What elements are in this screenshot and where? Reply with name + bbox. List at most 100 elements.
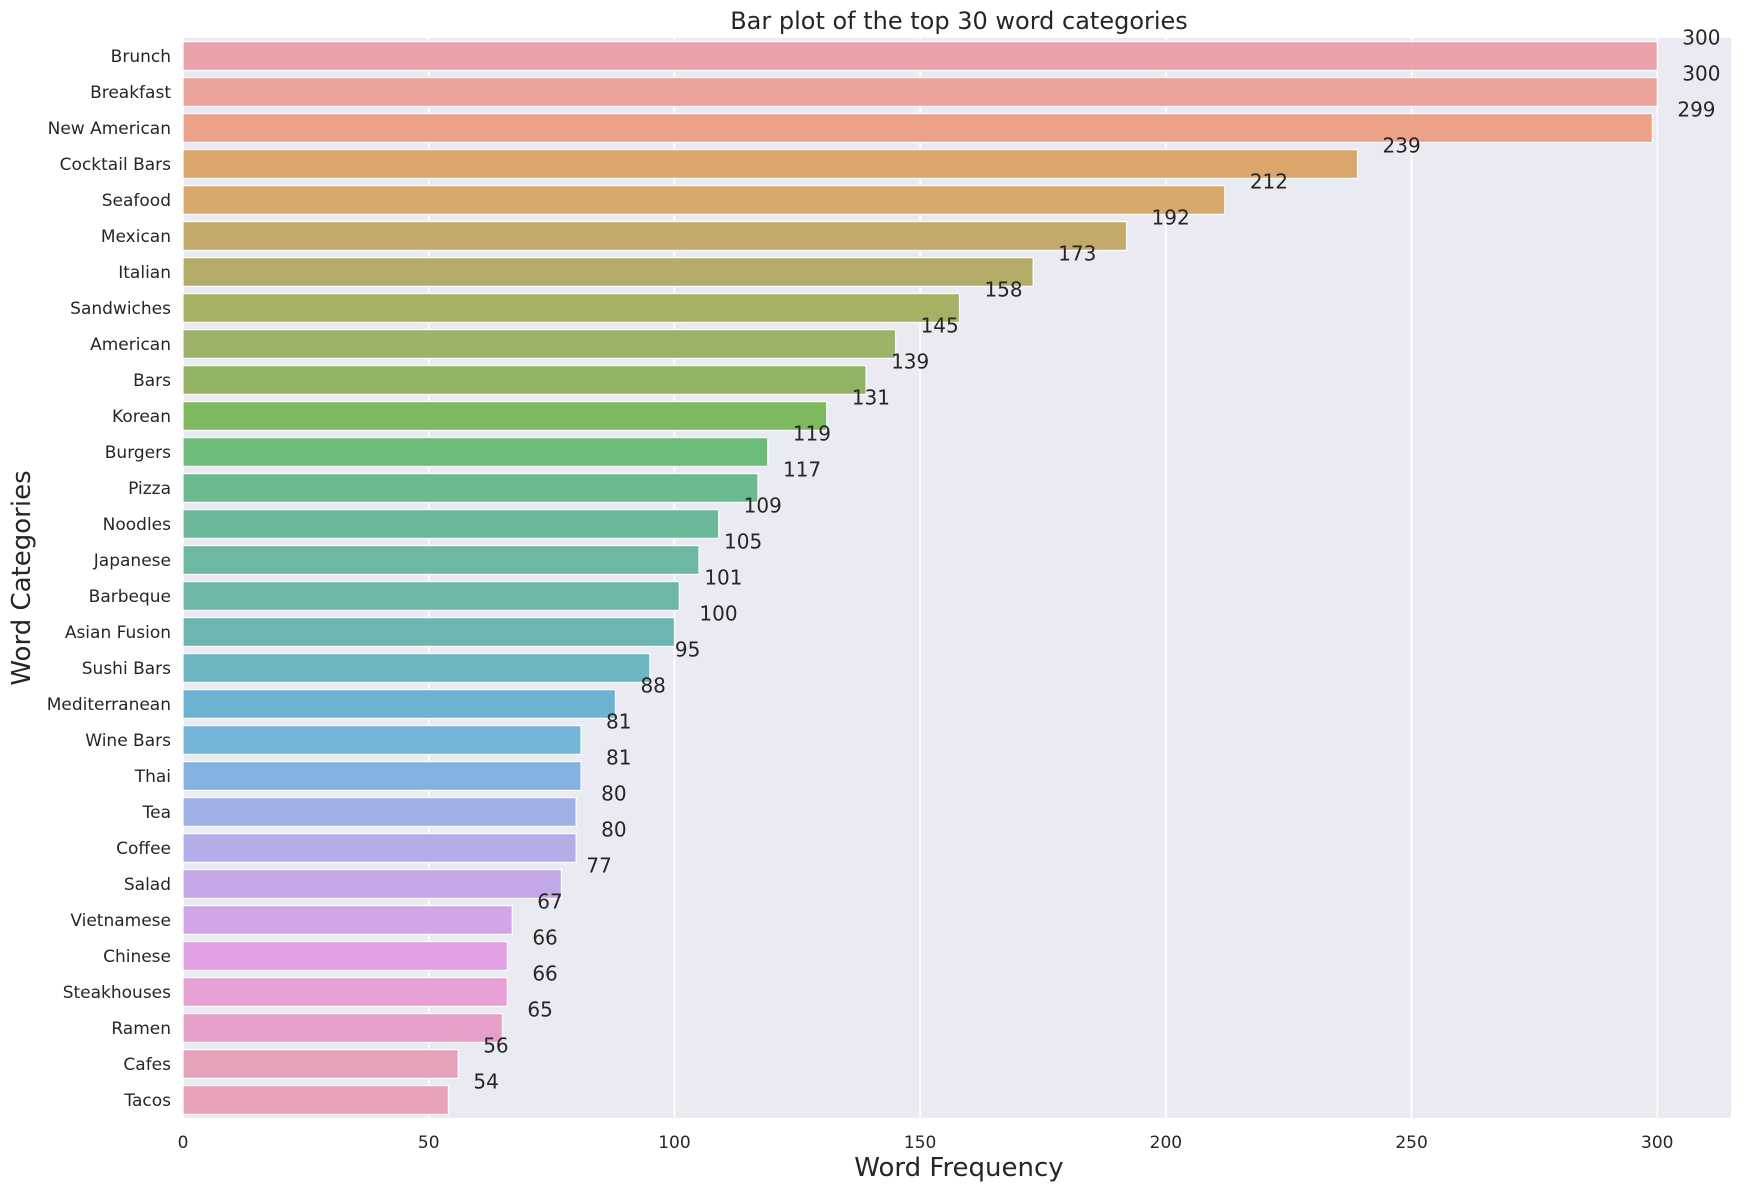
- y-tick-label: Cocktail Bars: [60, 155, 171, 175]
- bar: [182, 652, 651, 683]
- bar: [182, 1048, 459, 1079]
- bar-value-label: 239: [1383, 134, 1421, 158]
- y-tick-label: Seafood: [102, 191, 171, 211]
- y-tick-label: Wine Bars: [85, 731, 171, 751]
- y-tick-label: Vietnamese: [70, 911, 171, 931]
- bar: [182, 257, 1034, 288]
- x-tick-labels: 0 50 100 150 200 250 300: [178, 1133, 1674, 1153]
- chart-title: Bar plot of the top 30 word categories: [730, 7, 1188, 35]
- bar-value-label: 67: [537, 890, 562, 914]
- x-tick-label: 0: [178, 1133, 189, 1153]
- bar: [182, 1084, 449, 1115]
- bar-value-label: 300: [1682, 62, 1720, 86]
- y-tick-label: Pizza: [128, 479, 171, 499]
- bar: [182, 976, 508, 1007]
- y-axis-title: Word Categories: [7, 470, 37, 685]
- bar-value-label: 56: [483, 1034, 508, 1058]
- bar-value-label: 88: [640, 674, 665, 698]
- bar-value-label: 66: [532, 926, 557, 950]
- y-tick-label: Breakfast: [90, 83, 171, 103]
- bar-value-label: 100: [699, 602, 737, 626]
- bar-value-label: 109: [744, 494, 782, 518]
- bar-value-label: 65: [527, 998, 552, 1022]
- bar: [182, 904, 513, 935]
- bars: [182, 40, 1658, 1115]
- bar: [182, 221, 1128, 252]
- bar: [182, 580, 680, 611]
- y-tick-label: Japanese: [93, 551, 171, 571]
- y-tick-label: Burgers: [105, 443, 171, 463]
- bar: [182, 401, 828, 432]
- bar: [182, 76, 1658, 107]
- bar-value-label: 80: [601, 782, 626, 806]
- bar-value-label: 66: [532, 962, 557, 986]
- x-tick-label: 300: [1641, 1133, 1673, 1153]
- bar: [182, 760, 582, 791]
- plot-background: [183, 38, 1731, 1118]
- y-tick-label: Italian: [118, 263, 171, 283]
- y-tick-label: Tacos: [123, 1091, 171, 1111]
- bar-value-label: 131: [852, 386, 890, 410]
- bar-value-label: 145: [921, 314, 959, 338]
- y-tick-label: Mexican: [101, 227, 171, 247]
- bar: [182, 40, 1658, 71]
- y-tick-label: Asian Fusion: [65, 623, 171, 643]
- bar: [182, 1012, 504, 1043]
- x-tick-label: 150: [904, 1133, 936, 1153]
- bar-value-label: 173: [1058, 242, 1096, 266]
- bar: [182, 724, 582, 755]
- y-tick-label: Korean: [112, 407, 171, 427]
- bar: [182, 796, 577, 827]
- bar: [182, 868, 562, 899]
- bar-value-label: 117: [783, 458, 821, 482]
- bar-value-label: 300: [1682, 26, 1720, 50]
- y-tick-label: Coffee: [116, 839, 171, 859]
- bar: [182, 509, 720, 540]
- x-tick-label: 100: [658, 1133, 690, 1153]
- y-tick-label: New American: [48, 119, 171, 139]
- bar-value-label: 101: [704, 566, 742, 590]
- bar-value-label: 77: [586, 854, 611, 878]
- bar: [182, 832, 577, 863]
- bar: [182, 544, 700, 575]
- x-tick-label: 250: [1395, 1133, 1427, 1153]
- y-tick-label: Mediterranean: [47, 695, 171, 715]
- bar: [182, 437, 769, 468]
- y-tick-label: Tea: [142, 803, 171, 823]
- bar-value-label: 54: [473, 1070, 498, 1094]
- bar-value-label: 299: [1677, 98, 1715, 122]
- bar: [182, 365, 867, 396]
- y-tick-label: Salad: [124, 875, 171, 895]
- y-tick-labels: Brunch Breakfast New American Cocktail Bars…: [47, 47, 172, 1111]
- bar-value-label: 119: [793, 422, 831, 446]
- bar-value-label: 192: [1152, 206, 1190, 230]
- bar-value-label: 95: [675, 638, 700, 662]
- bar-value-label: 105: [724, 530, 762, 554]
- y-tick-label: Sandwiches: [70, 299, 171, 319]
- bar-value-label: 80: [601, 818, 626, 842]
- bar: [182, 149, 1359, 180]
- bar: [182, 473, 759, 504]
- bar: [182, 329, 897, 360]
- y-tick-label: Steakhouses: [63, 983, 171, 1003]
- bar: [182, 688, 617, 719]
- y-tick-label: Thai: [134, 767, 171, 787]
- bar: [182, 940, 508, 971]
- bar-value-label: 158: [984, 278, 1022, 302]
- x-tick-label: 200: [1150, 1133, 1182, 1153]
- x-tick-label: 50: [418, 1133, 440, 1153]
- y-tick-label: Cafes: [123, 1055, 171, 1075]
- y-tick-label: Sushi Bars: [82, 659, 171, 679]
- bar-value-label: 81: [606, 746, 631, 770]
- bar-value-label: 212: [1250, 170, 1288, 194]
- bar: [182, 185, 1226, 216]
- bar-value-label: 139: [891, 350, 929, 374]
- bar: [182, 112, 1653, 143]
- bar-value-label: 81: [606, 710, 631, 734]
- bar: [182, 616, 676, 647]
- y-tick-label: Brunch: [111, 47, 171, 67]
- y-tick-label: Ramen: [111, 1019, 171, 1039]
- gridlines: [182, 38, 1659, 1118]
- y-tick-label: Bars: [133, 371, 171, 391]
